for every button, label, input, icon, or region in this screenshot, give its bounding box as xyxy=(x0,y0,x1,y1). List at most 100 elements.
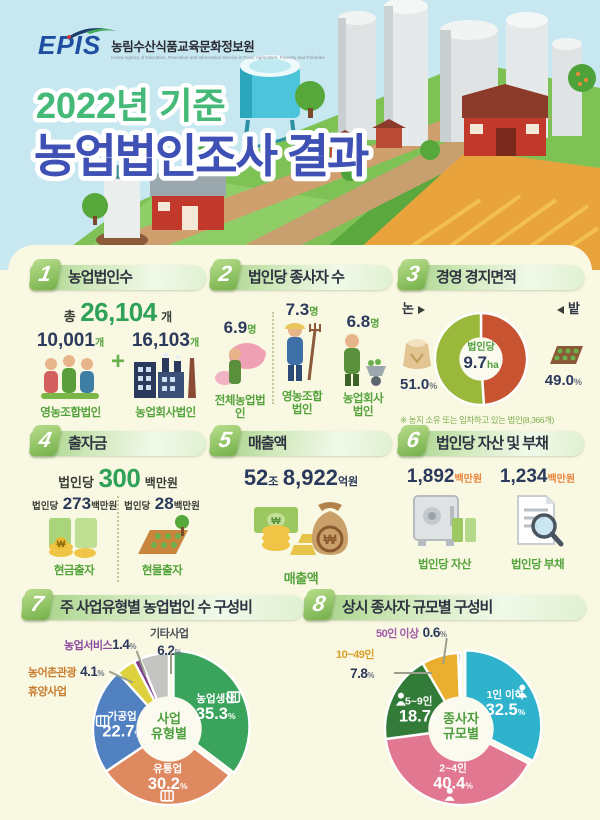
farm-illustration xyxy=(40,0,600,270)
paddy-label: 논 xyxy=(402,298,425,317)
svg-text:₩: ₩ xyxy=(57,539,66,549)
workers-company: 6.8명 xyxy=(346,312,380,331)
label-10-49: 10~49인 7.8% xyxy=(336,649,375,681)
section-title: 법인당 자산 및 부채 xyxy=(436,435,549,452)
rice-bag-icon xyxy=(403,339,431,369)
coop-count: 10,001개 xyxy=(36,330,105,351)
svg-text:유통업: 유통업 xyxy=(153,762,182,775)
section-title: 법인당 종사자 수 xyxy=(248,269,345,286)
section-ribbon: 1 농업법인수 xyxy=(28,259,206,290)
divider xyxy=(117,496,119,582)
section-ribbon: 7 주 사업유형별 농업법인 수 구성비 xyxy=(20,589,304,620)
header-title: 농업법인조사 결과 xyxy=(34,130,369,182)
section-corporation-count: 1 농업법인수 총 26,104 개 10,001개 영농조합법인 + 16,1… xyxy=(28,259,206,427)
leader-line xyxy=(170,652,172,674)
total-prefix: 총 xyxy=(63,309,76,324)
divider xyxy=(272,312,274,404)
farmer-pig-icon xyxy=(215,343,266,385)
company-label: 농업회사법인 xyxy=(135,407,196,419)
svg-text:22.7%: 22.7% xyxy=(102,722,142,740)
section-number: 8 xyxy=(302,589,336,620)
title-block: 2022년 기준 2022년 기준 농업법인조사 결과 농업법인조사 결과 xyxy=(24,78,584,213)
field-share: 49.0% xyxy=(544,372,582,389)
workers-all-label: 전체농업법인 xyxy=(214,395,266,421)
company-count: 16,103개 xyxy=(131,330,200,351)
section-title: 농업법인수 xyxy=(68,269,133,286)
svg-text:₩: ₩ xyxy=(271,516,281,527)
section-ribbon: 4 출자금 xyxy=(28,425,206,456)
cash-investment: 법인당 273백만원 xyxy=(32,494,118,513)
area-donut-chart xyxy=(433,311,529,407)
document-magnifier-icon xyxy=(516,495,563,547)
sales-total: 52조 8,922억원 xyxy=(243,465,359,490)
section-worker-scale-pie: 8 상시 종사자 규모별 구성비 1인 이하 32.5% 2~4인 40.4% 5~9인… xyxy=(302,589,586,817)
section-title: 경영 경지면적 xyxy=(436,269,517,286)
section-sales: 5 매출액 52조 8,922억원 ₩ ₩ 매출액 xyxy=(208,425,392,589)
workers-coop: 7.3명 xyxy=(285,300,319,319)
section-title: 주 사업유형별 농업법인 수 구성비 xyxy=(60,599,253,616)
section-cultivated-area: 3 경영 경지면적 법인당 9.7ha 논 밭 51.0% 49.0% ※ 농지… xyxy=(396,259,584,427)
money-bag-icon: ₩ ₩ xyxy=(254,502,348,555)
content-panel: 1 농업법인수 총 26,104 개 10,001개 영농조합법인 + 16,1… xyxy=(8,245,592,820)
cash-label: 현금출자 xyxy=(53,565,95,577)
section-number: 1 xyxy=(28,259,62,290)
svg-text:1인 이하: 1인 이하 xyxy=(487,688,525,701)
farmer-pitchfork-icon xyxy=(285,323,321,381)
paddy-share: 51.0% xyxy=(400,376,438,393)
liabilities-value: 1,234백만원 xyxy=(499,466,576,487)
label-agri-service: 농업서비스1.4% xyxy=(64,637,137,652)
section-title: 매출액 xyxy=(248,435,287,452)
coop-label: 영농조합법인 xyxy=(40,407,101,419)
org-name-korean: 농림수산식품교육문화정보원 xyxy=(111,40,255,54)
header: EPIS 농림수산식품교육문화정보원 Korea Agency of Educa… xyxy=(0,0,600,270)
section-ribbon: 3 경영 경지면적 xyxy=(396,259,584,290)
section-ribbon: 5 매출액 xyxy=(208,425,392,456)
sales-label: 매출액 xyxy=(283,571,319,586)
org-name-english: Korea Agency of Education, Promotion and… xyxy=(111,55,325,60)
svg-text:2~4인: 2~4인 xyxy=(439,761,466,774)
svg-text:35.3%: 35.3% xyxy=(196,705,236,723)
field-plot-icon xyxy=(550,346,583,364)
inkind-investment: 법인당 28백만원 xyxy=(124,494,200,513)
workers-coop-label: 영농조합 법인 xyxy=(281,391,323,417)
total-count: 총 26,104 개 xyxy=(30,297,206,328)
svg-text:32.5%: 32.5% xyxy=(486,701,526,719)
label-rural-tourism: 농어촌관광 4.1% 휴양사업 xyxy=(28,664,104,699)
section-title: 상시 종사자 규모별 구성비 xyxy=(342,599,493,616)
svg-text:40.4%: 40.4% xyxy=(433,774,473,792)
svg-text:가공업: 가공업 xyxy=(108,709,137,722)
section-number: 5 xyxy=(208,425,242,456)
svg-text:18.7%: 18.7% xyxy=(399,707,439,725)
section-number: 3 xyxy=(396,259,430,290)
leader-line xyxy=(394,672,432,674)
section-assets-liabilities: 6 법인당 자산 및 부채 1,892백만원 법인당 자산 1,234백만원 xyxy=(396,425,584,589)
cash-coins-icon: ₩ xyxy=(49,518,97,558)
section-ribbon: 2 법인당 종사자 수 xyxy=(208,259,392,290)
svg-text:5~9인: 5~9인 xyxy=(405,694,432,707)
workers-all: 6.9명 xyxy=(223,318,257,337)
field-label: 밭 xyxy=(557,298,580,317)
workers-company-label: 농업회사 법인 xyxy=(342,393,384,419)
safe-icon xyxy=(412,495,476,546)
liabilities-label: 법인당 부채 xyxy=(510,559,565,571)
brand-logo-block: EPIS 농림수산식품교육문화정보원 Korea Agency of Educa… xyxy=(38,28,325,60)
assets-label: 법인당 자산 xyxy=(417,559,472,571)
land-asset-icon xyxy=(138,515,189,554)
section-investment: 4 출자금 법인당 300 백만원 법인당 273백만원 ₩ 현금출자 xyxy=(28,425,206,589)
section-workers-per-corp: 2 법인당 종사자 수 6.9명 전체농업법인 7.3명 xyxy=(208,259,392,427)
header-subtitle: 2022년 기준 xyxy=(36,85,225,126)
investment-total: 법인당 300 백만원 xyxy=(58,463,178,493)
plus-sign: + xyxy=(110,348,125,376)
assets-value: 1,892백만원 xyxy=(406,466,483,487)
inkind-label: 현물출자 xyxy=(141,565,183,577)
svg-text:농업생산: 농업생산 xyxy=(196,692,235,705)
area-note: ※ 농지 소유 또는 임차하고 있는 법인(8,366개) xyxy=(400,415,554,425)
section-number: 6 xyxy=(396,425,430,456)
farmer-wheelbarrow-icon xyxy=(344,334,386,386)
total-unit: 개 xyxy=(161,310,173,324)
section-title: 출자금 xyxy=(68,435,107,452)
svg-text:30.2%: 30.2% xyxy=(148,775,188,793)
svg-text:농업법인조사 결과: 농업법인조사 결과 xyxy=(34,130,369,182)
